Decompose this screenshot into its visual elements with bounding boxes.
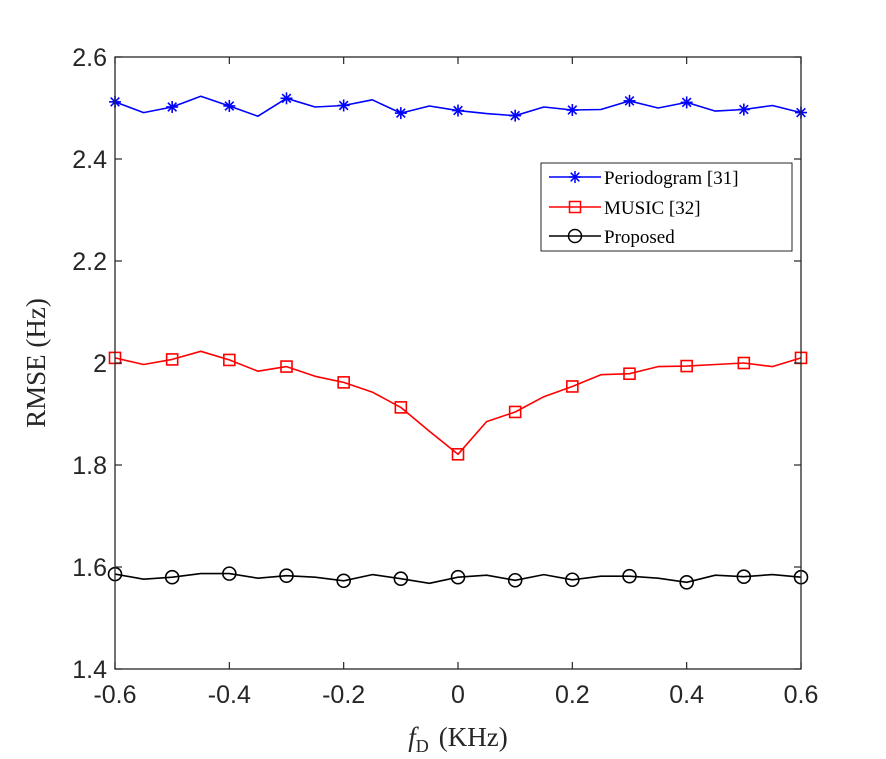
data-point-music-32 xyxy=(165,353,179,366)
series-line-music-32 xyxy=(114,350,802,456)
x-tick-label: 0 xyxy=(451,681,465,709)
data-point-music-32 xyxy=(737,356,751,370)
data-point-periodogram-31 xyxy=(509,109,522,122)
y-tick-label: 2.6 xyxy=(72,44,107,72)
series-layer xyxy=(107,92,809,590)
data-point-proposed xyxy=(393,571,409,587)
data-point-proposed xyxy=(336,573,351,589)
data-point-proposed xyxy=(450,569,466,585)
data-point-proposed xyxy=(679,574,694,590)
series-music-32 xyxy=(108,350,808,461)
data-point-periodogram-31 xyxy=(394,107,407,120)
series-line-proposed xyxy=(114,572,802,585)
y-tick-label: 1.4 xyxy=(72,656,107,684)
y-tick-label: 2.2 xyxy=(72,248,107,276)
tick-layer: -0.6 -0.4 -0.2 0 0.2 0.4 0.6 1.4 1.6 1.8 2 2.2 2.4 2.… xyxy=(72,44,818,709)
data-point-music-32 xyxy=(280,360,293,373)
x-tick-label: -0.2 xyxy=(322,681,365,709)
x-axis-label: fD (KHz) xyxy=(408,722,507,756)
data-point-proposed xyxy=(622,568,637,584)
data-point-proposed xyxy=(736,569,752,584)
legend-entry-music: MUSIC [32] xyxy=(549,198,701,219)
legend-marker-periodogram xyxy=(569,171,581,183)
data-point-music-32 xyxy=(566,380,579,393)
y-tick-label: 2 xyxy=(93,350,107,378)
data-point-proposed xyxy=(279,568,294,583)
data-point-music-32 xyxy=(394,401,408,414)
legend-marker-proposed xyxy=(567,228,583,244)
y-axis-label: RMSE (Hz) xyxy=(21,298,51,428)
legend-label-music: MUSIC [32] xyxy=(604,198,701,219)
data-point-periodogram-31 xyxy=(737,103,750,116)
data-point-proposed xyxy=(222,566,237,581)
data-point-music-32 xyxy=(623,367,636,381)
data-point-music-32 xyxy=(508,405,522,419)
legend-label-periodogram: Periodogram [31] xyxy=(604,168,739,189)
legend-entry-periodogram: Periodogram [31] xyxy=(549,168,739,189)
x-tick-label: 0.6 xyxy=(784,681,819,709)
data-point-proposed xyxy=(507,572,523,588)
x-axis-label-sub: D xyxy=(416,736,429,756)
legend-entry-proposed: Proposed xyxy=(549,227,675,248)
x-axis-label-unit: (KHz) xyxy=(439,722,508,752)
y-tick-label: 1.8 xyxy=(72,452,107,480)
data-point-music-32 xyxy=(680,359,693,373)
legend: Periodogram [31] MUSIC [32] Proposed xyxy=(540,162,793,252)
y-tick-label: 2.4 xyxy=(72,146,107,174)
x-axis-label-var: f xyxy=(408,722,419,752)
data-point-music-32 xyxy=(451,447,465,461)
data-point-periodogram-31 xyxy=(566,104,579,117)
data-point-periodogram-31 xyxy=(337,99,350,112)
data-point-proposed xyxy=(565,572,580,588)
data-point-periodogram-31 xyxy=(223,99,236,112)
data-point-periodogram-31 xyxy=(623,94,636,107)
legend-marker-music xyxy=(568,200,582,214)
legend-label-proposed: Proposed xyxy=(604,227,675,248)
series-proposed xyxy=(107,566,809,590)
data-point-music-32 xyxy=(223,353,236,367)
x-tick-label: 0.4 xyxy=(669,681,704,709)
data-point-proposed xyxy=(164,569,180,585)
y-tick-label: 1.6 xyxy=(72,554,107,582)
data-point-periodogram-31 xyxy=(452,104,464,117)
x-tick-label: -0.4 xyxy=(208,681,251,709)
data-point-periodogram-31 xyxy=(680,96,693,109)
data-point-periodogram-31 xyxy=(166,100,179,113)
data-point-periodogram-31 xyxy=(280,92,293,105)
x-tick-label: 0.2 xyxy=(555,681,590,709)
data-point-music-32 xyxy=(337,376,350,389)
x-tick-label: -0.6 xyxy=(93,681,136,709)
